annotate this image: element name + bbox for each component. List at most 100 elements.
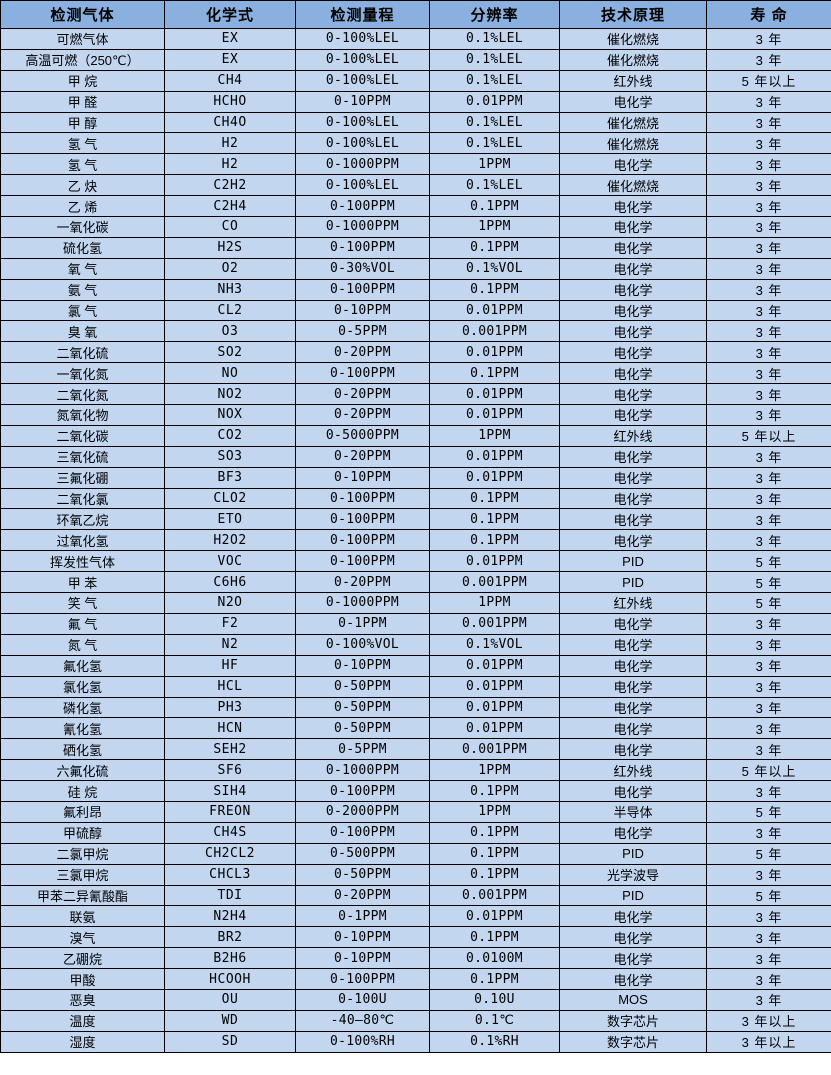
cell-formula: CL2 — [164, 299, 296, 322]
cell-resolution: 1PPM — [429, 592, 560, 614]
cell-range: 0-20PPM — [295, 884, 430, 907]
cell-range: 0-1PPM — [295, 905, 430, 928]
cell-technology: 催化燃烧 — [559, 111, 707, 134]
table-row: 乙 炔 C2H2 0-100%LEL 0.1%LEL 催化燃烧 3 年 — [0, 174, 831, 197]
cell-range: 0-1000PPM — [295, 216, 430, 238]
cell-technology: 电化学 — [559, 780, 707, 802]
cell-range: 0-100PPM — [295, 821, 430, 844]
cell-technology: 电化学 — [559, 216, 707, 238]
cell-resolution: 0.01PPM — [429, 905, 560, 928]
cell-gas: 笑 气 — [0, 592, 165, 614]
cell-formula: SF6 — [164, 759, 296, 782]
table-row: 氯 气 CL2 0-10PPM 0.01PPM 电化学 3 年 — [0, 299, 831, 322]
cell-range: 0-100%VOL — [295, 633, 430, 656]
column-header-gas: 检测气体 — [0, 0, 165, 29]
column-header-resolution: 分辨率 — [429, 0, 560, 29]
cell-technology: 催化燃烧 — [559, 28, 707, 50]
cell-range: 0-20PPM — [295, 571, 430, 594]
cell-technology: 电化学 — [559, 341, 707, 364]
cell-resolution: 0.1PPM — [429, 278, 560, 301]
cell-formula: NOX — [164, 404, 296, 426]
cell-gas: 乙 烯 — [0, 195, 165, 218]
cell-formula: CO — [164, 216, 296, 238]
cell-range: 0-1PPM — [295, 612, 430, 635]
cell-formula: C2H4 — [164, 195, 296, 218]
cell-lifespan: 3 年 — [706, 529, 831, 552]
cell-technology: 红外线 — [559, 592, 707, 614]
cell-lifespan: 3 年 — [706, 404, 831, 426]
cell-lifespan: 3 年 — [706, 445, 831, 468]
cell-gas: 氟化氢 — [0, 654, 165, 677]
cell-range: 0-5PPM — [295, 738, 430, 761]
cell-range: 0-10PPM — [295, 926, 430, 949]
cell-formula: H2 — [164, 153, 296, 176]
column-header-lifespan: 寿 命 — [706, 0, 831, 29]
cell-resolution: 0.1%LEL — [429, 69, 560, 92]
cell-technology: 电化学 — [559, 195, 707, 218]
cell-gas: 甲酸 — [0, 968, 165, 990]
cell-technology: 电化学 — [559, 278, 707, 301]
cell-resolution: 0.01PPM — [429, 696, 560, 719]
cell-gas: 氨 气 — [0, 278, 165, 301]
cell-range: 0-50PPM — [295, 696, 430, 719]
cell-range: 0-10PPM — [295, 90, 430, 113]
cell-resolution: 0.1PPM — [429, 487, 560, 510]
cell-lifespan: 3 年 — [706, 947, 831, 970]
cell-lifespan: 3 年 — [706, 780, 831, 802]
table-row: 二氧化碳 CO2 0-5000PPM 1PPM 红外线 5 年以上 — [0, 424, 831, 447]
cell-gas: 甲 烷 — [0, 69, 165, 92]
table-row: 联氨 N2H4 0-1PPM 0.01PPM 电化学 3 年 — [0, 905, 831, 928]
cell-gas: 乙 炔 — [0, 174, 165, 197]
cell-lifespan: 3 年 — [706, 383, 831, 406]
cell-lifespan: 3 年 — [706, 508, 831, 531]
cell-lifespan: 3 年 — [706, 612, 831, 635]
cell-formula: SEH2 — [164, 738, 296, 761]
cell-lifespan: 3 年 — [706, 988, 831, 1011]
cell-lifespan: 5 年 — [706, 884, 831, 907]
cell-gas: 环氧乙烷 — [0, 508, 165, 531]
cell-formula: H2 — [164, 132, 296, 155]
cell-formula: H2S — [164, 236, 296, 259]
cell-technology: 电化学 — [559, 633, 707, 656]
cell-technology: 电化学 — [559, 383, 707, 406]
cell-range: 0-100PPM — [295, 780, 430, 802]
cell-gas: 磷化氢 — [0, 696, 165, 719]
cell-technology: 电化学 — [559, 675, 707, 698]
cell-formula: BR2 — [164, 926, 296, 949]
cell-gas: 甲 醛 — [0, 90, 165, 113]
table-row: 硫化氢 H2S 0-100PPM 0.1PPM 电化学 3 年 — [0, 236, 831, 259]
cell-range: 0-5000PPM — [295, 424, 430, 447]
cell-resolution: 0.1PPM — [429, 508, 560, 531]
cell-technology: 催化燃烧 — [559, 174, 707, 197]
header-row: 检测气体 化学式 检测量程 分辨率 技术原理 寿 命 — [0, 0, 831, 29]
cell-gas: 氢 气 — [0, 132, 165, 155]
cell-range: 0-50PPM — [295, 717, 430, 740]
cell-resolution: 0.0100M — [429, 947, 560, 970]
cell-formula: C2H2 — [164, 174, 296, 197]
cell-formula: FREON — [164, 800, 296, 823]
cell-range: 0-100%LEL — [295, 48, 430, 71]
cell-gas: 挥发性气体 — [0, 550, 165, 573]
cell-range: 0-100PPM — [295, 362, 430, 385]
cell-resolution: 0.01PPM — [429, 445, 560, 468]
cell-gas: 甲苯二异氰酸酯 — [0, 884, 165, 907]
table-row: 臭 氧 O3 0-5PPM 0.001PPM 电化学 3 年 — [0, 320, 831, 343]
cell-lifespan: 3 年 — [706, 299, 831, 322]
cell-technology: 电化学 — [559, 612, 707, 635]
table-row: 氮 气 N2 0-100%VOL 0.1%VOL 电化学 3 年 — [0, 633, 831, 656]
cell-range: 0-100PPM — [295, 968, 430, 990]
cell-formula: SIH4 — [164, 780, 296, 802]
table-row: 恶臭 OU 0-100U 0.10U MOS 3 年 — [0, 988, 831, 1011]
table-row: 溴气 BR2 0-10PPM 0.1PPM 电化学 3 年 — [0, 926, 831, 949]
table-row: 三氟化硼 BF3 0-10PPM 0.01PPM 电化学 3 年 — [0, 466, 831, 489]
cell-resolution: 0.1PPM — [429, 195, 560, 218]
cell-formula: CHCL3 — [164, 863, 296, 886]
cell-range: 0-100PPM — [295, 236, 430, 259]
cell-resolution: 1PPM — [429, 759, 560, 782]
cell-technology: 数字芯片 — [559, 1030, 707, 1053]
cell-gas: 氮氧化物 — [0, 404, 165, 426]
cell-resolution: 0.01PPM — [429, 654, 560, 677]
cell-gas: 甲 醇 — [0, 111, 165, 134]
cell-gas: 高温可燃（250℃） — [0, 48, 165, 71]
cell-technology: 数字芯片 — [559, 1009, 707, 1032]
